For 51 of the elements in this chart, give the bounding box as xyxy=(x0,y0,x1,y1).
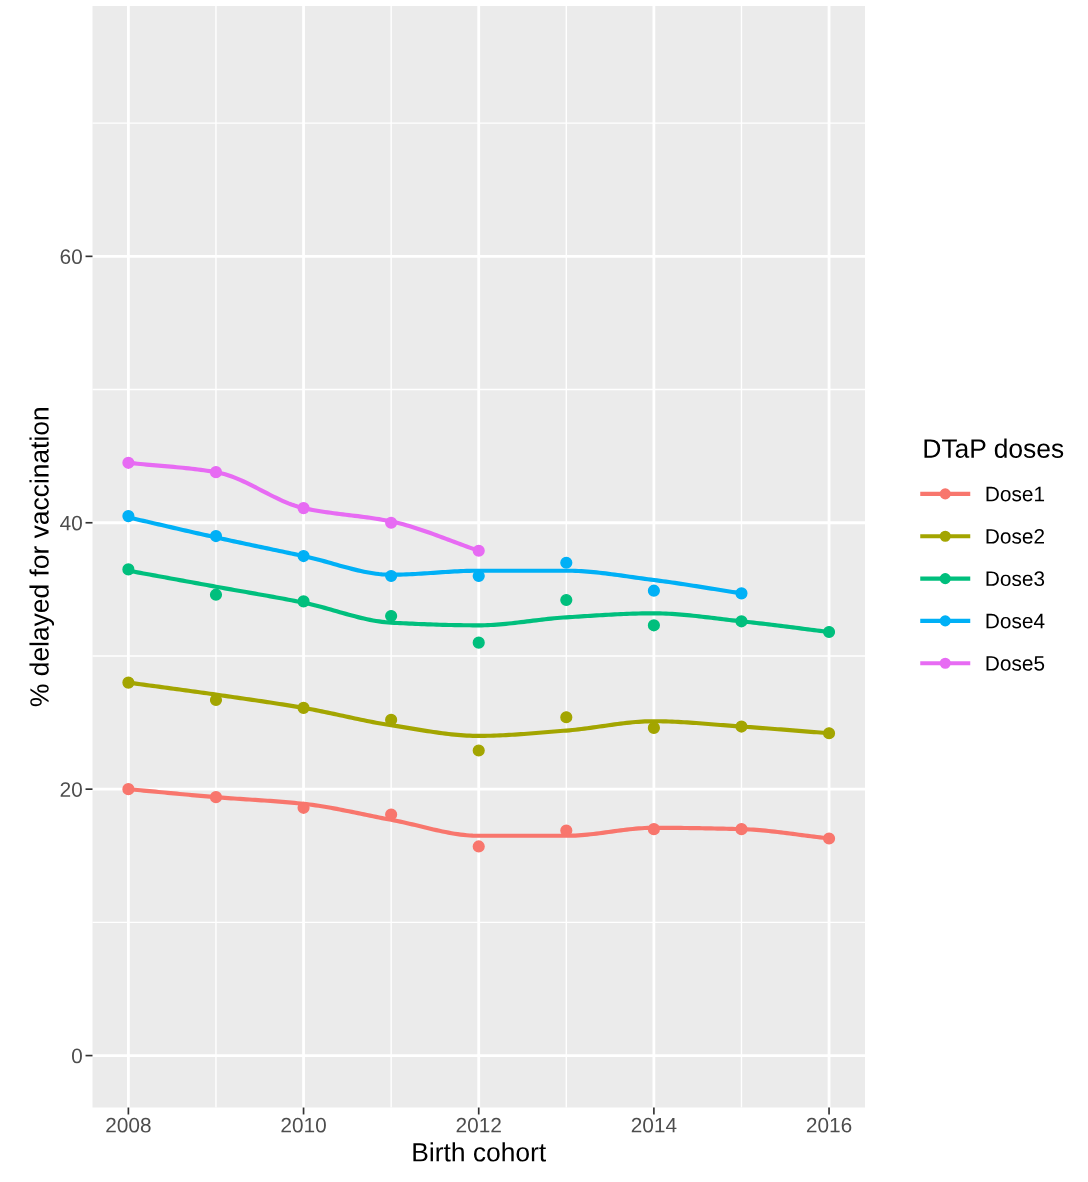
point xyxy=(472,544,485,557)
point xyxy=(822,727,836,740)
x-tick-label: 2012 xyxy=(456,1117,501,1133)
y-tick-label: 20 xyxy=(60,782,82,797)
point xyxy=(472,840,485,853)
point xyxy=(209,466,223,479)
point xyxy=(735,615,748,628)
point xyxy=(297,801,310,814)
point xyxy=(472,744,485,757)
legend-label: Dose4 xyxy=(986,613,1045,629)
point xyxy=(297,549,310,563)
legend-label: Dose3 xyxy=(986,571,1045,587)
point xyxy=(297,502,310,515)
y-tick-label: 60 xyxy=(60,249,82,265)
x-axis-title: Birth cohort xyxy=(413,1142,546,1162)
point xyxy=(647,823,660,836)
point xyxy=(297,595,310,608)
point xyxy=(385,569,398,583)
point xyxy=(472,636,485,649)
point xyxy=(735,720,748,733)
point xyxy=(209,588,223,601)
point xyxy=(560,711,573,724)
x-tick-label: 2016 xyxy=(806,1117,852,1133)
x-tick-label: 2010 xyxy=(281,1117,326,1133)
point xyxy=(385,516,398,529)
point xyxy=(122,456,135,469)
point xyxy=(735,587,748,600)
y-tick-label: 40 xyxy=(60,515,82,531)
y-axis-title: % delayed for vaccination xyxy=(29,408,55,707)
point xyxy=(385,609,398,623)
point xyxy=(209,791,223,804)
legend-label: Dose2 xyxy=(986,528,1045,544)
point xyxy=(297,701,310,714)
point xyxy=(209,530,223,543)
legend-label: Dose5 xyxy=(986,656,1045,671)
point xyxy=(122,783,135,796)
point xyxy=(122,676,135,689)
point xyxy=(560,593,573,607)
y-tick-label: 0 xyxy=(71,1048,82,1064)
point xyxy=(735,823,748,836)
point xyxy=(122,510,135,523)
x-tick-label: 2008 xyxy=(106,1117,151,1133)
x-tick-label: 2014 xyxy=(631,1117,677,1133)
point xyxy=(647,619,660,632)
point xyxy=(560,556,573,569)
point xyxy=(122,563,135,576)
point xyxy=(822,625,836,639)
legend-label: Dose1 xyxy=(986,486,1045,502)
point xyxy=(822,832,836,845)
legend-title: DTaP doses xyxy=(924,438,1064,458)
point xyxy=(647,584,660,597)
